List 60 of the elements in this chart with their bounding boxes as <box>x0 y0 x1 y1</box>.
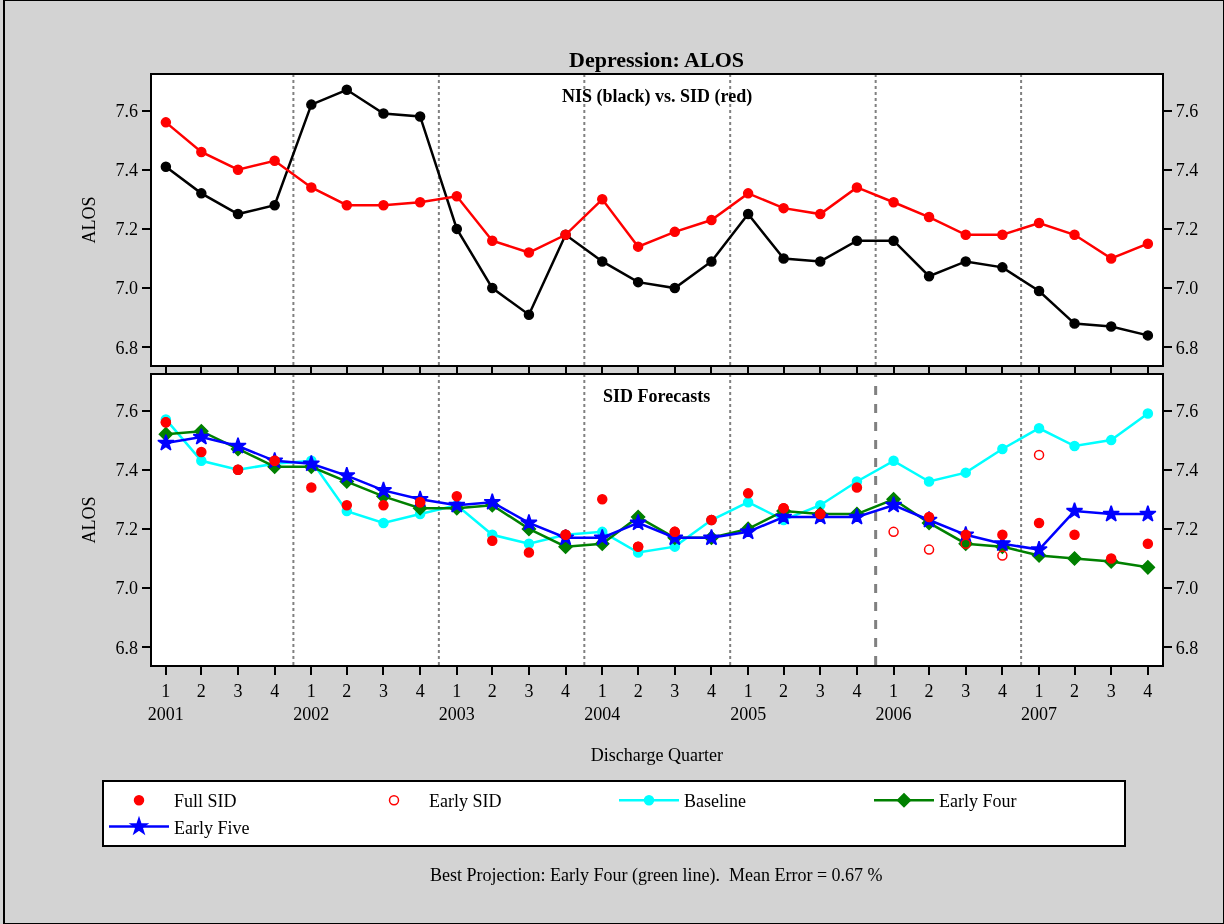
legend-label: Early Four <box>939 791 1017 812</box>
x-tick-label: 2 <box>196 680 206 701</box>
legend-label: Early Five <box>174 817 250 838</box>
x-tick-label: 2 <box>779 680 789 701</box>
legend-label: Early SID <box>429 791 502 812</box>
x-tick-label: 2 <box>1070 680 1080 701</box>
x-tick-label: 1 2003 <box>438 680 475 724</box>
chart-title: Depression: ALOS <box>569 47 745 72</box>
y-tick-label: 7.2 <box>115 219 138 240</box>
x-tick-label: 3 <box>524 680 534 701</box>
x-tick-label: 1 2005 <box>730 680 767 724</box>
x-tick-label: 4 <box>561 680 571 701</box>
x-tick-label: 3 <box>815 680 825 701</box>
y-tick-label: 7.4 <box>115 459 138 480</box>
y2-tick-label: 7.6 <box>1175 400 1199 421</box>
x-tick-label: 4 <box>706 680 716 701</box>
x-tick-label: 4 <box>997 680 1007 701</box>
x-tick-label: 3 <box>233 680 243 701</box>
y2-tick-label: 7.6 <box>1175 100 1199 121</box>
y2-tick-label: 6.8 <box>1175 337 1199 358</box>
y2-tick-label: 7.0 <box>1175 278 1199 299</box>
x-axis-title: Discharge Quarter <box>590 744 723 765</box>
x-tick-label: 1 2004 <box>584 680 621 724</box>
y-tick-label: 7.6 <box>115 400 138 421</box>
y2-tick-label: 7.0 <box>1175 578 1199 599</box>
y2-tick-label: 7.2 <box>1175 519 1199 540</box>
text: NIS (black) vs. SID (red) <box>562 86 753 107</box>
y-tick-label: 6.8 <box>115 637 138 658</box>
y2-tick-label: 7.4 <box>1175 159 1199 180</box>
x-tick-label: 1 2007 <box>1021 680 1058 724</box>
y2-tick-label: 7.4 <box>1175 459 1199 480</box>
legend-label: Full SID <box>174 791 237 812</box>
y-tick-label: 7.0 <box>115 278 138 299</box>
y-tick-label: 7.0 <box>115 578 138 599</box>
x-tick-label: 2 <box>924 680 934 701</box>
x-tick-label: 1 2001 <box>147 680 184 724</box>
y2-tick-label: 7.2 <box>1175 219 1199 240</box>
x-tick-label: 3 <box>961 680 971 701</box>
text: SID Forecasts <box>603 386 711 406</box>
legend-label: Baseline <box>684 791 746 812</box>
x-tick-label: 4 <box>415 680 425 701</box>
x-tick-label: 1 2002 <box>293 680 330 724</box>
x-tick-label: 1 2006 <box>875 680 912 724</box>
x-tick-label: 4 <box>270 680 280 701</box>
x-tick-label: 2 <box>633 680 643 701</box>
y-tick-label: 7.2 <box>115 519 138 540</box>
text: Best Projection: Early Four (green line). Mean Error = 0.67 % <box>430 865 883 886</box>
x-tick-label: 2 <box>487 680 497 701</box>
x-tick-label: 4 <box>852 680 862 701</box>
y-tick-label: 6.8 <box>115 337 138 358</box>
y-tick-label: 7.6 <box>115 100 138 121</box>
x-tick-label: 4 <box>1143 680 1153 701</box>
x-tick-label: 3 <box>1106 680 1116 701</box>
x-tick-label: 2 <box>342 680 352 701</box>
y-axis-title: ALOS <box>79 196 100 244</box>
y-axis-title: ALOS <box>79 496 100 544</box>
y-tick-label: 7.4 <box>115 159 138 180</box>
x-tick-label: 3 <box>670 680 680 701</box>
x-tick-label: 3 <box>378 680 388 701</box>
y2-tick-label: 6.8 <box>1175 637 1199 658</box>
